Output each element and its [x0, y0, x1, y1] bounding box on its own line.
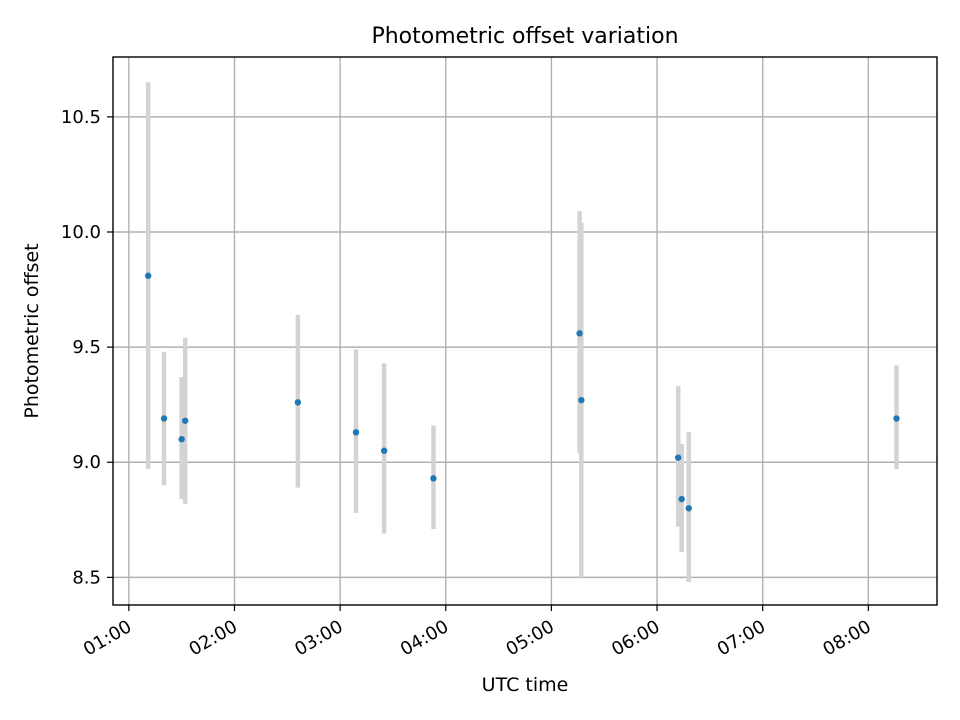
chart-title: Photometric offset variation — [371, 24, 678, 49]
plot-area — [113, 57, 937, 605]
y-tick-label: 9.5 — [72, 337, 101, 358]
data-point — [893, 415, 900, 422]
data-point — [576, 330, 583, 337]
data-point — [294, 399, 302, 406]
data-point — [352, 429, 360, 436]
data-points — [145, 272, 900, 512]
y-tick-label: 10.5 — [61, 107, 101, 128]
plot-frame — [112, 56, 938, 606]
data-point — [578, 396, 585, 404]
y-tick-label: 9.0 — [72, 452, 101, 473]
data-point — [430, 475, 437, 482]
y-ticks: 8.5 9.0 9.5 10.0 10.5 — [61, 107, 113, 588]
data-point — [380, 447, 388, 454]
data-point — [678, 495, 685, 503]
y-axis-title: Photometric offset — [21, 243, 43, 418]
y-tick-label: 8.5 — [72, 567, 101, 588]
y-tick-label: 10.0 — [61, 222, 101, 243]
grid-lines — [113, 57, 937, 605]
data-point — [674, 454, 682, 461]
data-point — [685, 505, 692, 512]
data-point — [178, 436, 185, 443]
data-point — [181, 417, 189, 424]
data-point — [160, 415, 168, 422]
x-axis-title: UTC time — [482, 674, 569, 696]
data-point — [145, 272, 152, 279]
